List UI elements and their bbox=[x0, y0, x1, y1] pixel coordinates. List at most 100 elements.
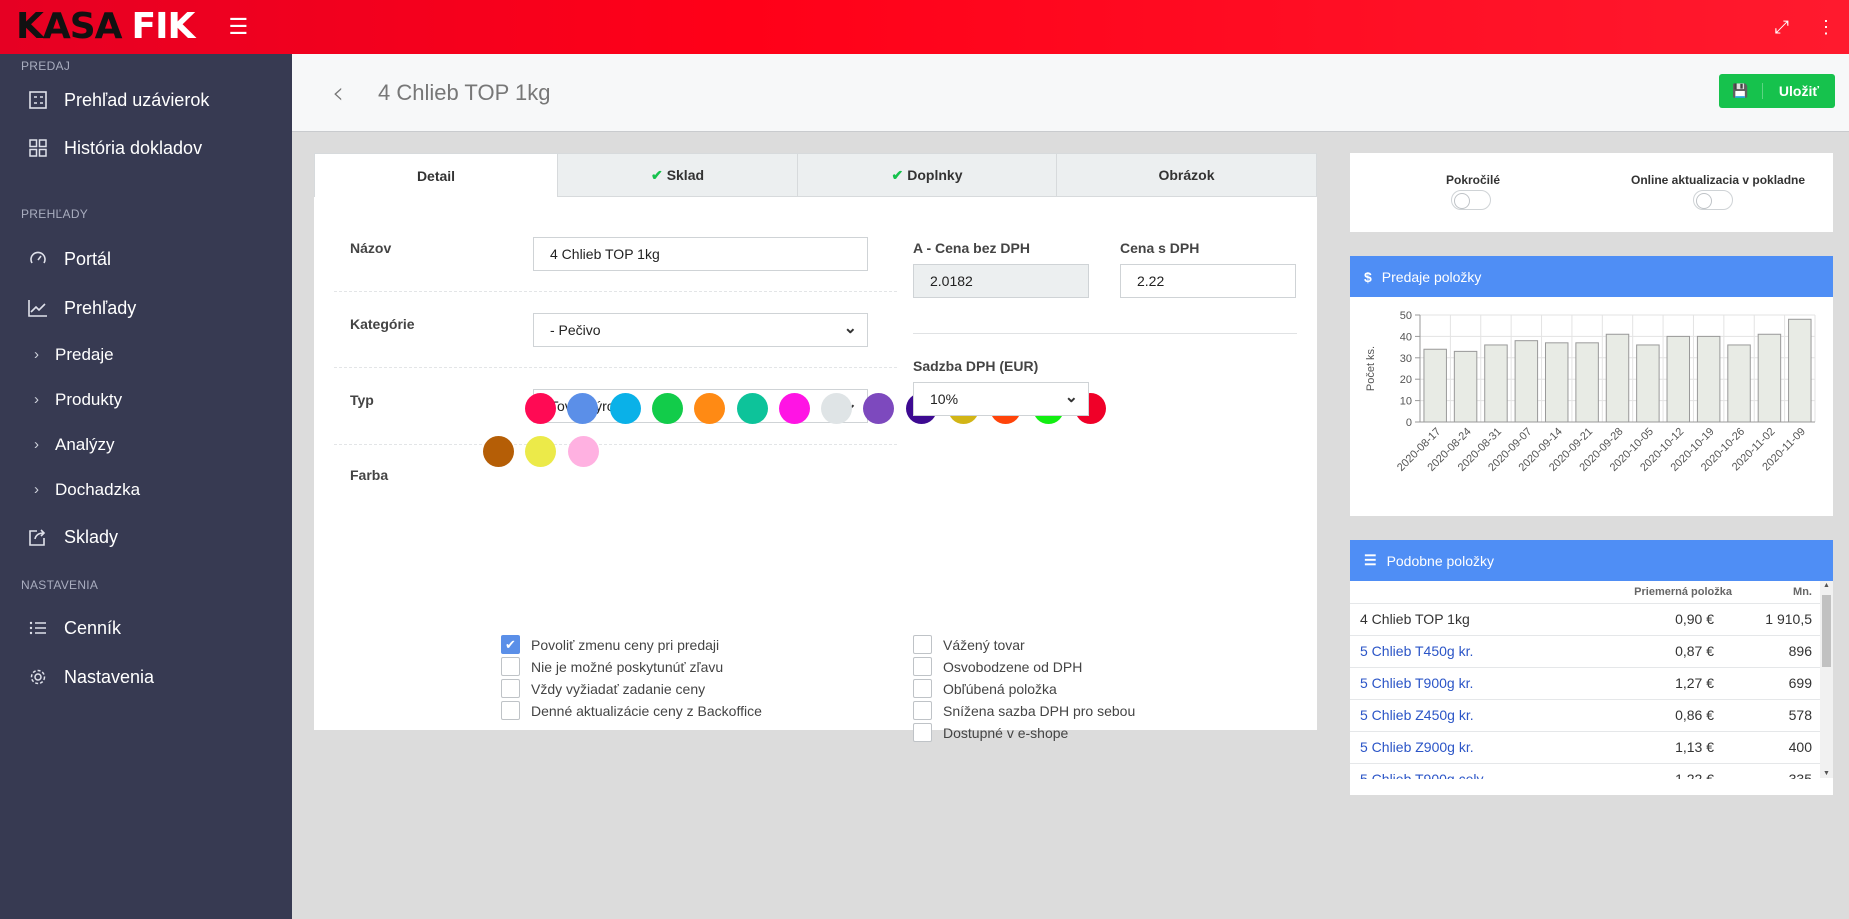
online-toggle-label: Online aktualizacia v pokladne bbox=[1631, 173, 1806, 187]
color-swatch[interactable] bbox=[778, 393, 810, 424]
sidebar-subitem-analyzy[interactable]: › Analýzy bbox=[0, 422, 292, 467]
scrollbar[interactable]: ▲ ▼ bbox=[1820, 581, 1833, 778]
checkbox[interactable] bbox=[913, 701, 932, 720]
item-qty: 1 910,5 bbox=[1765, 611, 1812, 627]
color-swatch[interactable] bbox=[651, 393, 683, 424]
checkbox-row[interactable]: ✔ Povoliť zmenu ceny pri predaji bbox=[501, 635, 719, 654]
checkbox-row[interactable]: Snížena sazba DPH pro sebou bbox=[913, 701, 1135, 720]
y-tick-label: 10 bbox=[1400, 396, 1412, 408]
sales-panel-title: Predaje položky bbox=[1381, 268, 1482, 285]
tab-label: Detail bbox=[416, 167, 456, 184]
sidebar-subitem-label: Analýzy bbox=[55, 434, 115, 454]
y-tick-label: 30 bbox=[1400, 353, 1412, 365]
advanced-toggle[interactable] bbox=[1451, 190, 1491, 210]
scroll-thumb[interactable] bbox=[1822, 595, 1831, 667]
checkbox[interactable]: ✔ bbox=[501, 635, 520, 654]
sidebar-subitem-dochadzka[interactable]: › Dochadzka bbox=[0, 467, 292, 512]
price-gross-input[interactable]: 2.22 bbox=[1120, 264, 1296, 298]
item-price: 1,22 € bbox=[1675, 771, 1714, 779]
table-row[interactable]: 5 Chlieb T450g kr. 0,87 € 896 bbox=[1350, 635, 1820, 667]
tab-obrazok[interactable]: Obrázok bbox=[1057, 153, 1317, 197]
vat-select-value: 10% bbox=[930, 391, 959, 407]
color-swatch[interactable] bbox=[525, 436, 557, 467]
sidebar-subitem-label: Dochadzka bbox=[55, 479, 141, 499]
name-label: Názov bbox=[350, 240, 392, 256]
y-tick-label: 50 bbox=[1400, 310, 1412, 322]
sidebar-item-prehlady[interactable]: Prehľady bbox=[0, 284, 292, 332]
table-row[interactable]: 5 Chlieb Z450g kr. 0,86 € 578 bbox=[1350, 699, 1820, 731]
sidebar-item-portal[interactable]: Portál bbox=[0, 235, 292, 283]
online-toggle[interactable] bbox=[1693, 190, 1733, 210]
similar-panel-title: Podobne položky bbox=[1386, 552, 1494, 569]
table-row[interactable]: 5 Chlieb T900g cely 1,22 € 335 bbox=[1350, 763, 1820, 779]
checkbox-row[interactable]: Dostupné v e-shope bbox=[913, 723, 1068, 742]
checkbox[interactable] bbox=[913, 679, 932, 698]
color-swatch[interactable] bbox=[694, 393, 726, 424]
color-swatch[interactable] bbox=[736, 393, 768, 424]
checkbox[interactable] bbox=[913, 635, 932, 654]
color-swatch[interactable] bbox=[567, 436, 599, 467]
column-header-qty: Mn. bbox=[1793, 586, 1812, 598]
tab-doplnky[interactable]: ✔ Doplnky bbox=[798, 153, 1057, 197]
color-swatch[interactable] bbox=[863, 393, 895, 424]
color-swatch[interactable] bbox=[525, 393, 556, 424]
expand-icon[interactable]: ⤢ bbox=[1774, 16, 1789, 37]
category-select[interactable]: - Pečivo bbox=[533, 313, 868, 347]
table-row: 4 Chlieb TOP 1kg 0,90 € 1 910,5 bbox=[1350, 603, 1820, 635]
sidebar-item-cennik[interactable]: Cenník bbox=[0, 604, 292, 652]
chart-bar bbox=[1484, 344, 1508, 423]
hamburger-icon[interactable]: ☰ bbox=[228, 14, 249, 39]
dollar-icon: $ bbox=[1364, 268, 1372, 285]
chevron-right-icon: › bbox=[34, 346, 39, 363]
sidebar-subitem-produkty[interactable]: › Produkty bbox=[0, 377, 292, 422]
tab-label: Sklad bbox=[666, 167, 705, 183]
sidebar-item-historia[interactable]: História dokladov bbox=[0, 124, 292, 172]
checkbox-row[interactable]: Vážený tovar bbox=[913, 635, 1025, 654]
tab-detail[interactable]: Detail bbox=[314, 153, 558, 197]
item-link[interactable]: 5 Chlieb Z450g kr. bbox=[1360, 707, 1474, 723]
checkbox[interactable] bbox=[913, 657, 932, 676]
more-vertical-icon[interactable]: ⋮ bbox=[1817, 16, 1835, 37]
divider bbox=[334, 444, 897, 445]
vat-select[interactable]: 10% bbox=[913, 382, 1089, 416]
calculator-icon bbox=[28, 90, 48, 110]
checkbox-row[interactable]: Denné aktualizácie ceny z Backoffice bbox=[501, 701, 762, 720]
item-link[interactable]: 5 Chlieb T900g kr. bbox=[1360, 675, 1474, 691]
sidebar-subitem-predaje[interactable]: › Predaje bbox=[0, 332, 292, 377]
checkbox-label: Obľúbená položka bbox=[943, 680, 1057, 697]
checkbox[interactable] bbox=[501, 701, 520, 720]
color-swatch[interactable] bbox=[821, 393, 853, 424]
item-link[interactable]: 5 Chlieb T900g cely bbox=[1360, 771, 1484, 779]
name-input[interactable]: 4 Chlieb TOP 1kg bbox=[533, 237, 868, 271]
color-swatch[interactable] bbox=[609, 393, 641, 424]
checkbox-row[interactable]: Nie je možné poskytunúť zľavu bbox=[501, 657, 723, 676]
tab-bar: Detail ✔ Sklad ✔ Doplnky Obrázok bbox=[314, 153, 1317, 197]
scroll-down-icon[interactable]: ▼ bbox=[1823, 770, 1830, 777]
page-header: ‹ 4 Chlieb TOP 1kg 💾 Uložiť bbox=[292, 54, 1849, 132]
tab-sklad[interactable]: ✔ Sklad bbox=[558, 153, 798, 197]
checkbox-label: Osvobodzene od DPH bbox=[943, 658, 1083, 675]
color-swatch[interactable] bbox=[483, 436, 514, 467]
checkbox[interactable] bbox=[501, 679, 520, 698]
table-row[interactable]: 5 Chlieb Z900g kr. 1,13 € 400 bbox=[1350, 731, 1820, 763]
checkbox[interactable] bbox=[913, 723, 932, 742]
y-tick-label: 0 bbox=[1406, 417, 1412, 429]
scroll-up-icon[interactable]: ▲ bbox=[1823, 582, 1830, 589]
sidebar-item-nastavenia[interactable]: Nastavenia bbox=[0, 653, 292, 701]
price-net-input[interactable]: 2.0182 bbox=[913, 264, 1089, 298]
save-button[interactable]: 💾 Uložiť bbox=[1719, 74, 1835, 108]
sidebar-item-label: Cenník bbox=[64, 617, 122, 638]
item-link[interactable]: 5 Chlieb T450g kr. bbox=[1360, 643, 1474, 659]
checkbox-row[interactable]: Vždy vyžiadať zadanie ceny bbox=[501, 679, 705, 698]
sidebar-item-uzavierky[interactable]: Prehľad uzávierok bbox=[0, 76, 292, 124]
color-swatch[interactable] bbox=[567, 393, 599, 424]
checkbox-row[interactable]: Osvobodzene od DPH bbox=[913, 657, 1082, 676]
item-link[interactable]: 5 Chlieb Z900g kr. bbox=[1360, 739, 1474, 755]
table-row[interactable]: 5 Chlieb T900g kr. 1,27 € 699 bbox=[1350, 667, 1820, 699]
sidebar-item-label: História dokladov bbox=[64, 137, 203, 158]
checkbox[interactable] bbox=[501, 657, 520, 676]
sidebar-item-sklady[interactable]: Sklady bbox=[0, 513, 292, 561]
back-arrow-icon[interactable]: ‹ bbox=[332, 76, 344, 111]
checkbox-row[interactable]: Obľúbená položka bbox=[913, 679, 1057, 698]
app-logo[interactable]: KASA FIK bbox=[16, 9, 195, 45]
